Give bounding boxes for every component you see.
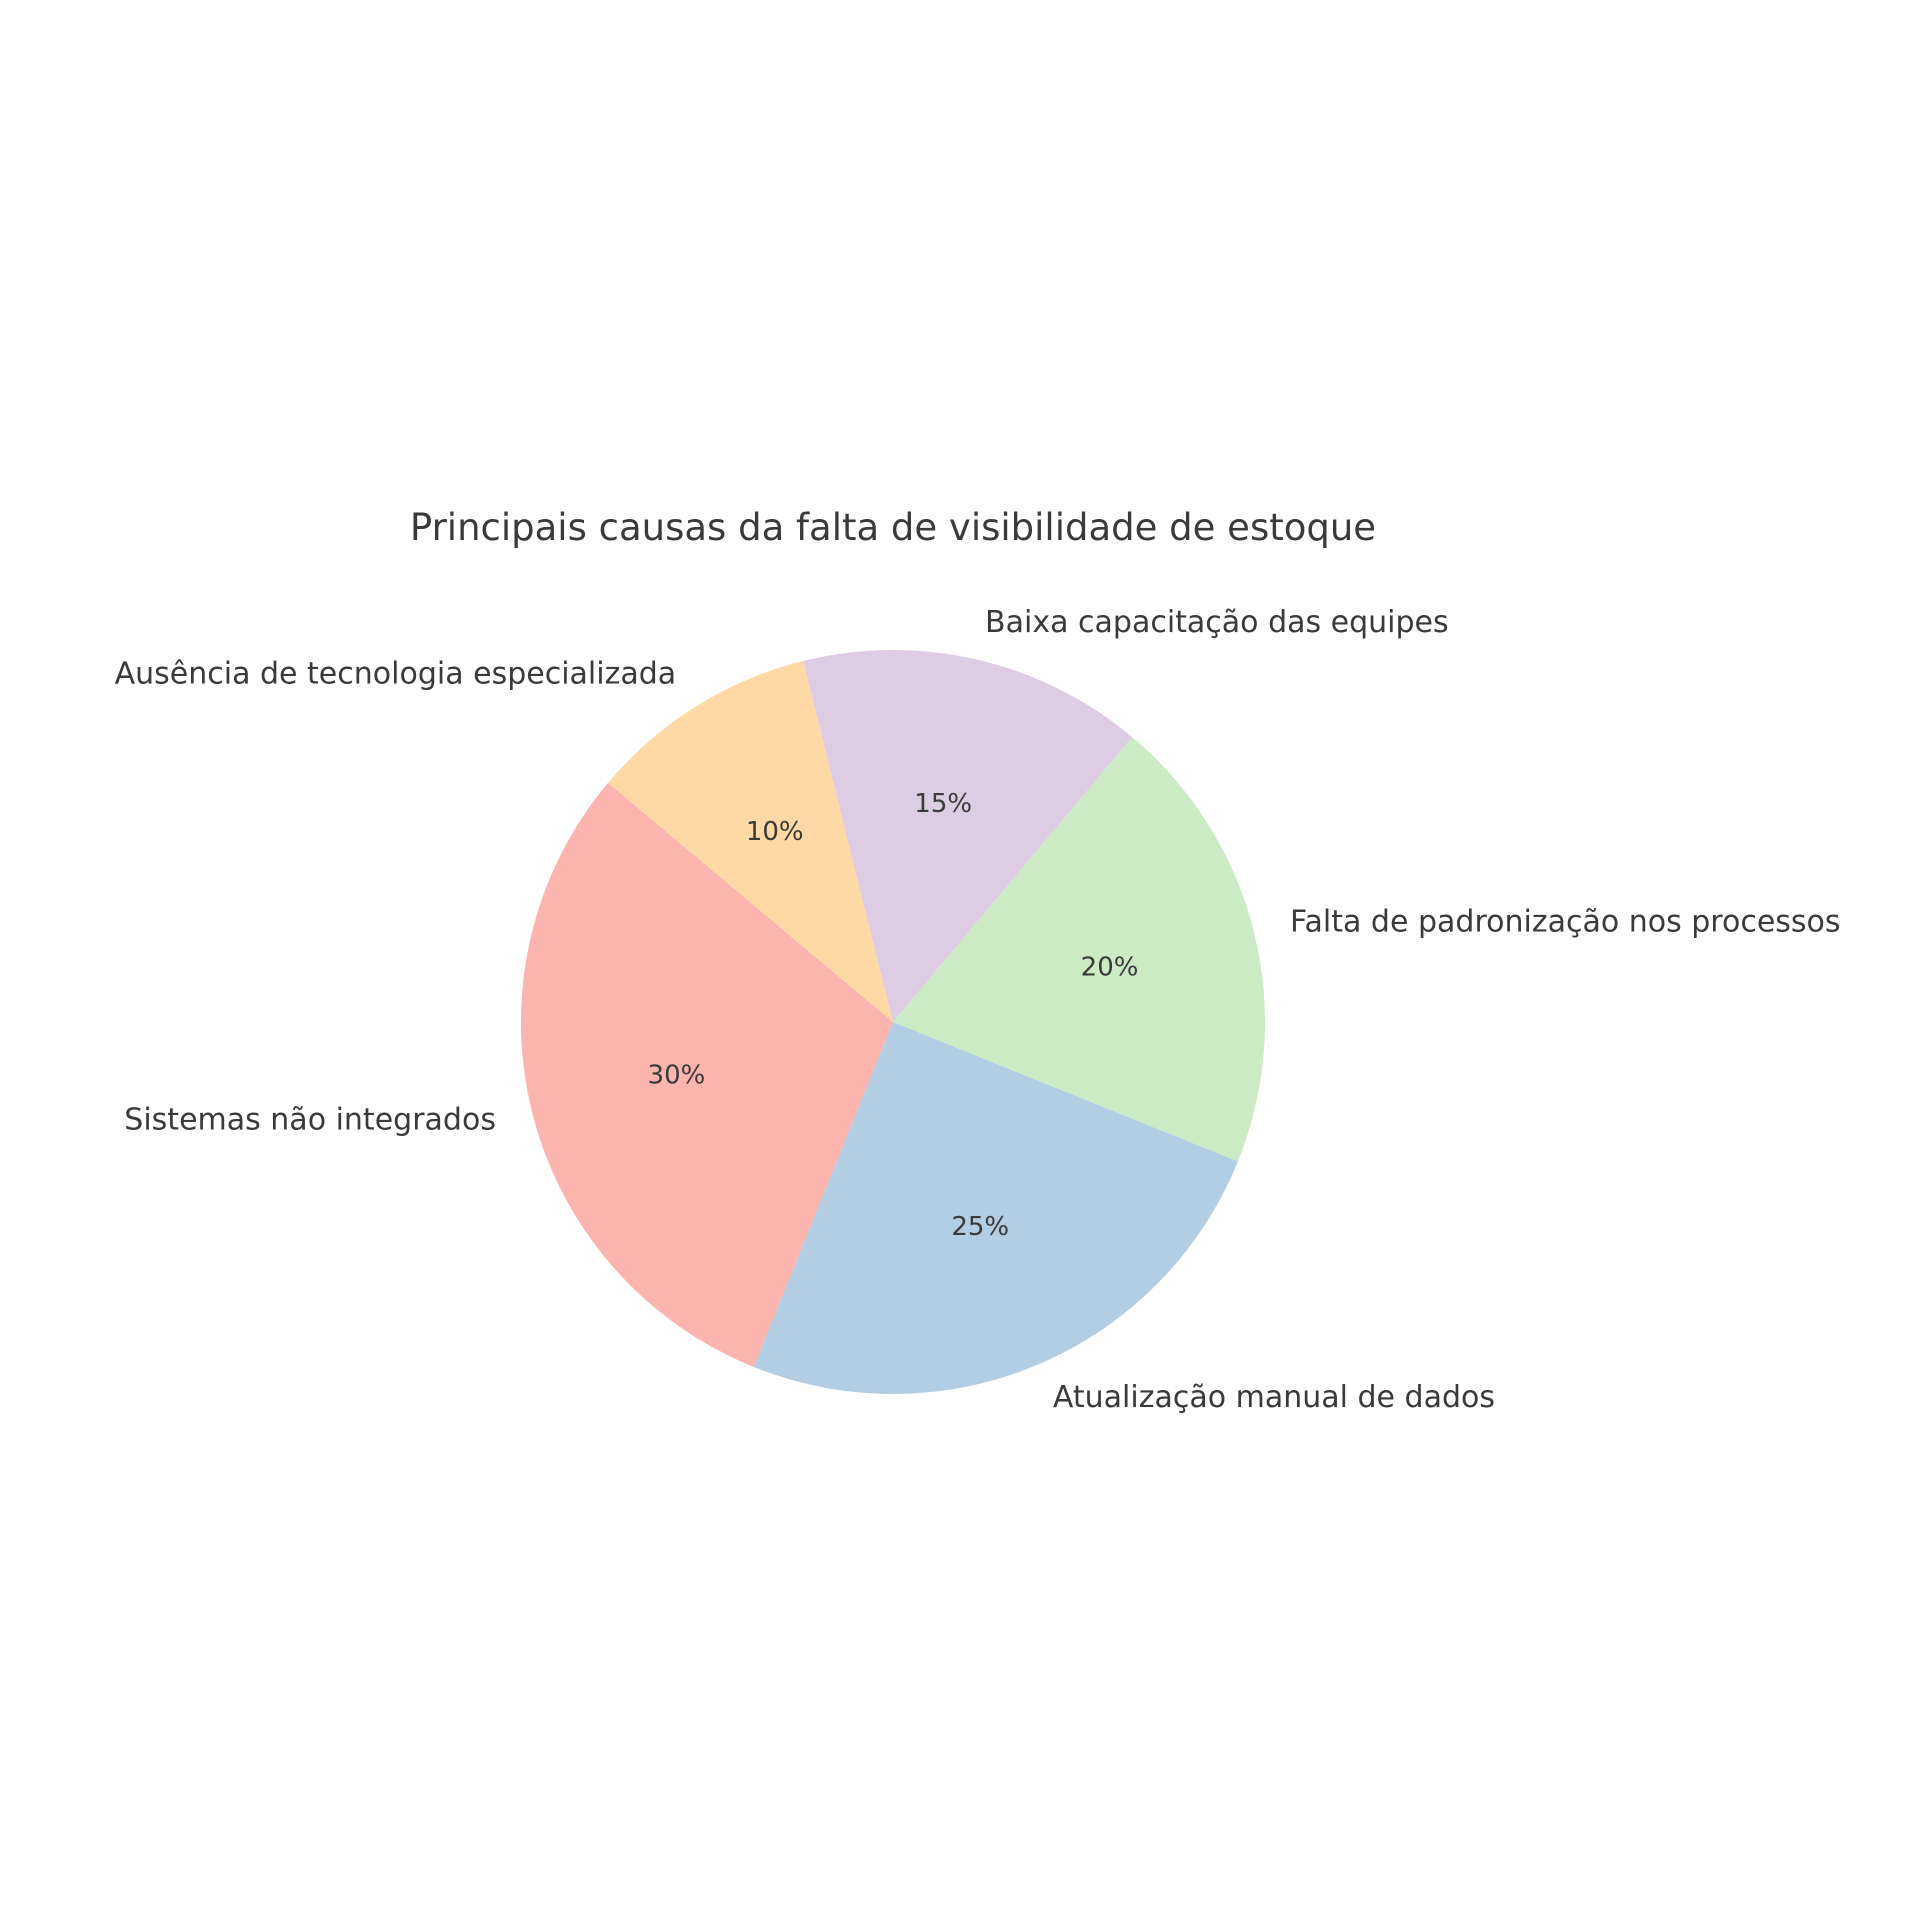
slice-label: Sistemas não integrados bbox=[124, 1102, 496, 1137]
slice-label: Falta de padronização nos processos bbox=[1290, 905, 1841, 940]
pie-slice bbox=[608, 661, 893, 1022]
slice-label: Atualização manual de dados bbox=[1053, 1380, 1495, 1415]
pie-slice bbox=[803, 650, 1133, 1022]
pie-slice bbox=[521, 782, 893, 1367]
slice-percent-label: 25% bbox=[951, 1212, 1009, 1242]
chart-title: Principais causas da falta de visibilida… bbox=[410, 506, 1376, 549]
slice-percent-label: 15% bbox=[914, 789, 972, 819]
slice-label: Baixa capacitação das equipes bbox=[985, 605, 1449, 640]
slice-percent-label: 10% bbox=[746, 817, 804, 847]
slice-percent-label: 30% bbox=[648, 1060, 706, 1090]
pie-slice bbox=[893, 737, 1265, 1162]
slice-label: Ausência de tecnologia especializada bbox=[115, 656, 677, 691]
slice-percent-label: 20% bbox=[1081, 953, 1139, 983]
pie-slice bbox=[753, 1022, 1238, 1394]
